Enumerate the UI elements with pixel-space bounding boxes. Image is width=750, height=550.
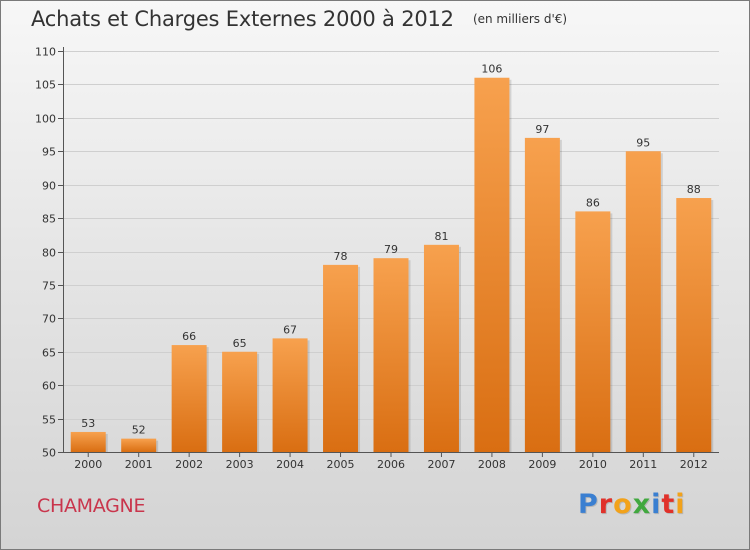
y-tick-label: 85: [42, 213, 56, 226]
x-tick-label: 2011: [629, 458, 657, 471]
y-tick-label: 105: [35, 79, 56, 92]
x-tick-label: 2007: [427, 458, 455, 471]
bars: [70, 77, 714, 452]
logo-letter: t: [661, 489, 676, 520]
x-tick-label: 2003: [226, 458, 254, 471]
logo-letter: P: [578, 489, 599, 520]
logo-letter: o: [613, 489, 633, 520]
y-tick-label: 90: [42, 180, 56, 193]
proxiti-logo[interactable]: Proxiti: [578, 489, 686, 520]
y-tick-label: 95: [42, 146, 56, 159]
bar-2005: [323, 264, 359, 452]
bar-value-label: 95: [636, 136, 650, 149]
bar-2000: [70, 431, 106, 452]
logo-letter: r: [598, 489, 614, 520]
bar-2002: [171, 345, 207, 452]
logo-letter: i: [651, 489, 662, 520]
y-tick-label: 80: [42, 247, 56, 260]
bar-value-label: 67: [283, 323, 297, 336]
bar-2007: [423, 244, 459, 452]
y-tick-label: 100: [35, 113, 56, 126]
bar-value-label: 88: [687, 183, 701, 196]
axes: [58, 47, 719, 457]
chart-header: Achats et Charges Externes 2000 à 2012 (…: [31, 7, 567, 31]
bar-2004: [272, 338, 308, 452]
bar-value-label: 106: [481, 63, 502, 76]
bar-2006: [373, 258, 409, 452]
bar-2003: [222, 351, 258, 452]
chart-subtitle: (en milliers d'€): [472, 12, 568, 26]
x-tick-label: 2000: [74, 458, 102, 471]
bar-2011: [625, 151, 661, 452]
bar-value-label: 52: [132, 424, 146, 437]
bar-value-label: 79: [384, 243, 398, 256]
bar-2012: [676, 198, 712, 452]
labels: 50 55 60 65 70 75 80 85 90 95 100 105 110 53 2000 52 200…: [35, 46, 708, 472]
bar-value-label: 78: [334, 250, 348, 263]
x-tick-label: 2008: [478, 458, 506, 471]
bar-value-label: 81: [434, 230, 448, 243]
bar-2010: [575, 211, 611, 452]
x-tick-label: 2001: [125, 458, 153, 471]
bar-2009: [524, 137, 560, 452]
bar-value-label: 53: [81, 417, 95, 430]
x-tick-label: 2010: [579, 458, 607, 471]
bar-value-label: 65: [233, 337, 247, 350]
logo-letter: x: [632, 489, 652, 520]
bar-value-label: 86: [586, 196, 600, 209]
y-tick-label: 70: [42, 313, 56, 326]
bar-value-label: 97: [535, 123, 549, 136]
y-tick-label: 110: [35, 46, 56, 59]
logo-letter: i: [675, 489, 686, 520]
x-tick-label: 2002: [175, 458, 203, 471]
y-tick-label: 50: [42, 447, 56, 460]
bar-value-label: 66: [182, 330, 196, 343]
x-tick-label: 2009: [528, 458, 556, 471]
y-tick-label: 60: [42, 380, 56, 393]
chart-title: Achats et Charges Externes 2000 à 2012: [31, 7, 454, 31]
commune-name: CHAMAGNE: [37, 495, 146, 517]
x-tick-label: 2005: [327, 458, 355, 471]
x-tick-label: 2012: [680, 458, 708, 471]
bar-2001: [121, 438, 157, 452]
x-tick-label: 2006: [377, 458, 405, 471]
y-tick-label: 65: [42, 347, 56, 360]
y-tick-label: 55: [42, 414, 56, 427]
bar-2008: [474, 77, 510, 452]
x-tick-label: 2004: [276, 458, 304, 471]
y-tick-label: 75: [42, 280, 56, 293]
